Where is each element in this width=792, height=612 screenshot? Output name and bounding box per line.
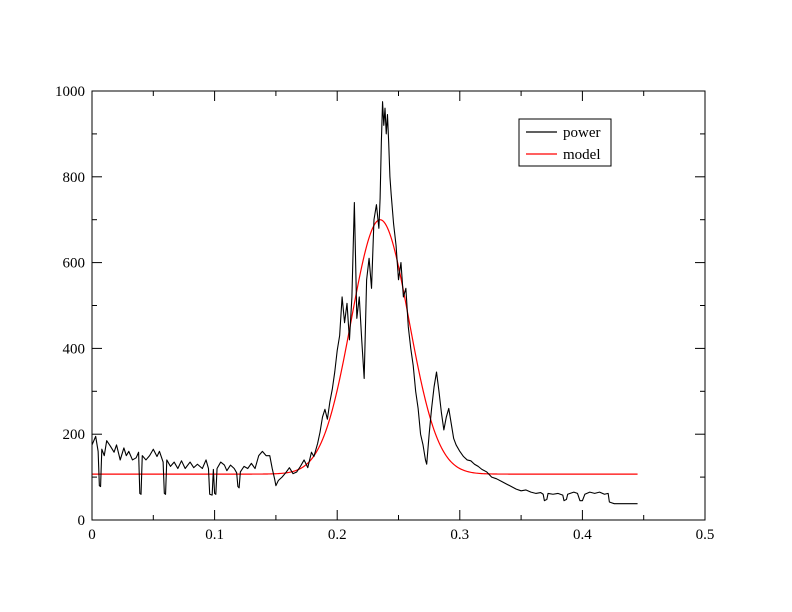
y-tick-label: 400 <box>63 341 86 357</box>
x-tick-label: 0.3 <box>450 527 469 543</box>
axis-ticks <box>91 90 706 521</box>
legend: power model <box>518 118 612 167</box>
series-line-power <box>91 101 638 505</box>
x-tick-label: 0.1 <box>205 527 224 543</box>
axis-tick-labels: 0 0.1 0.2 0.3 0.4 0.5 0 200 400 600 800 1000 <box>55 84 714 543</box>
y-tick-label: 800 <box>63 170 86 186</box>
series-line-model <box>92 219 638 475</box>
x-tick-label: 0.4 <box>573 527 592 543</box>
y-tick-label: 600 <box>63 256 86 272</box>
legend-label-power: power <box>563 125 601 141</box>
x-tick-label: 0 <box>88 527 96 543</box>
y-tick-label: 1000 <box>55 84 85 100</box>
plot-frame <box>91 90 706 521</box>
y-tick-label: 0 <box>78 513 86 529</box>
series-layer <box>91 101 638 505</box>
x-tick-label: 0.2 <box>328 527 347 543</box>
legend-label-model: model <box>563 147 601 163</box>
legend-box <box>518 118 612 167</box>
y-tick-label: 200 <box>63 427 86 443</box>
x-tick-label: 0.5 <box>696 527 715 543</box>
